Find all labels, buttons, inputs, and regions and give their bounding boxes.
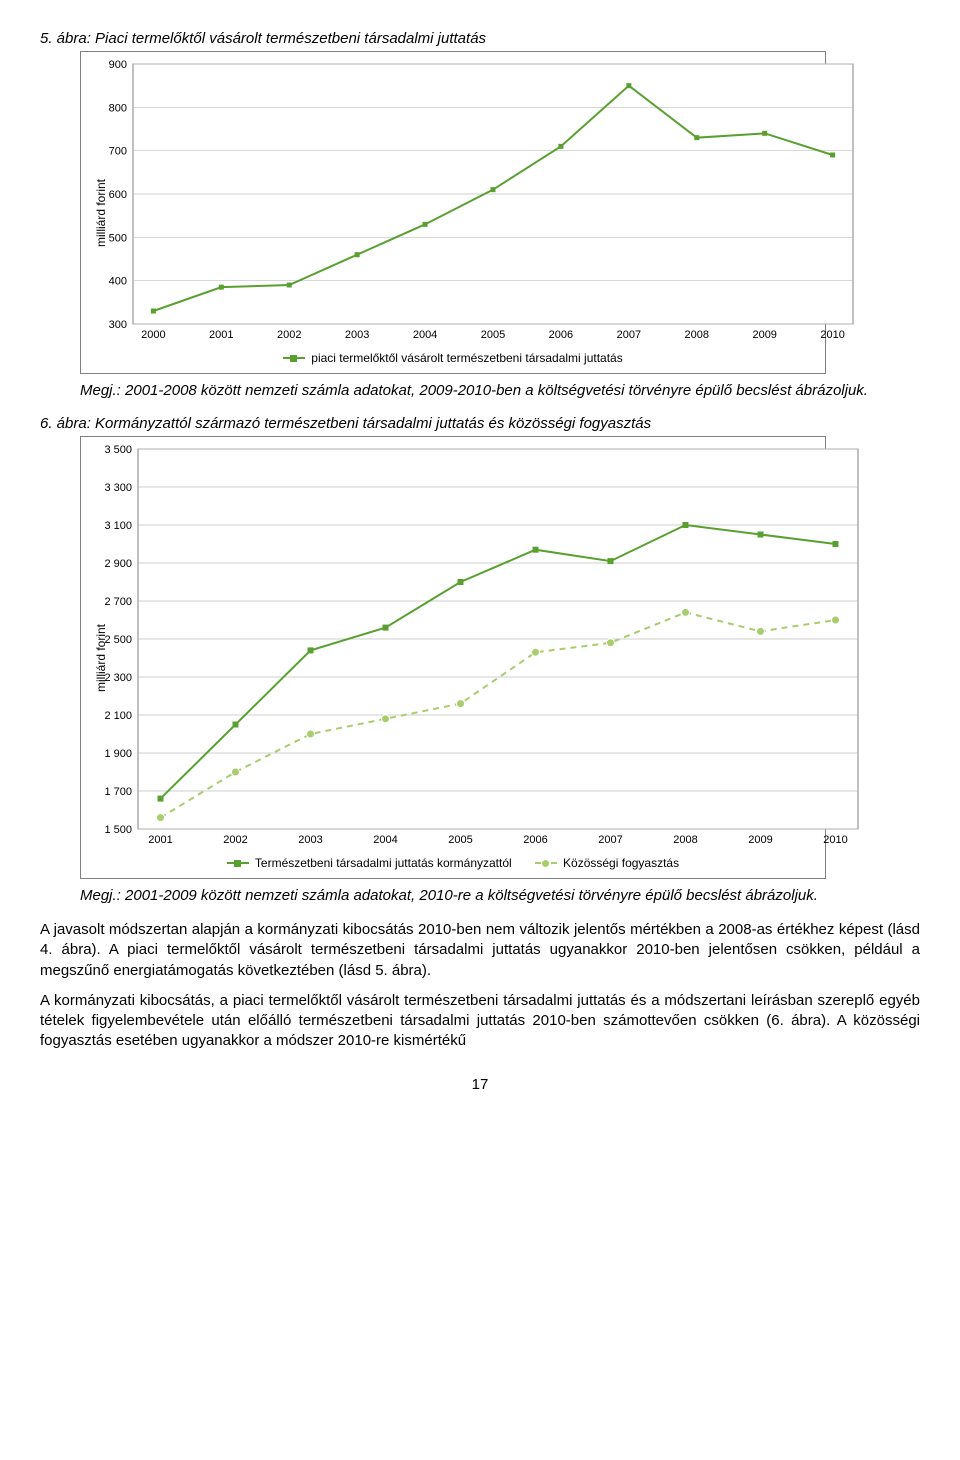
figure6-legend: Természetbeni társadalmi juttatás kormán…: [83, 849, 823, 876]
svg-text:1 700: 1 700: [104, 786, 132, 798]
body-para-2: A kormányzati kibocsátás, a piaci termel…: [40, 991, 920, 1052]
page-number: 17: [40, 1076, 920, 1093]
svg-text:2007: 2007: [617, 329, 641, 341]
figure5-title: 5. ábra: Piaci termelőktől vásárolt term…: [40, 30, 920, 47]
figure6-legend-label-1: Közösségi fogyasztás: [563, 856, 679, 870]
figure5-svg: 300 400 500 600 700 800 900 2000 2001 2002 2003 200…: [83, 54, 863, 344]
svg-text:800: 800: [109, 102, 127, 114]
svg-text:700: 700: [109, 146, 127, 158]
svg-text:3 100: 3 100: [104, 520, 132, 532]
svg-text:3 300: 3 300: [104, 482, 132, 494]
figure6-legend-label-0: Természetbeni társadalmi juttatás kormán…: [255, 856, 512, 870]
svg-text:2004: 2004: [373, 834, 397, 846]
svg-text:2003: 2003: [298, 834, 322, 846]
svg-text:2009: 2009: [752, 329, 776, 341]
svg-text:2010: 2010: [820, 329, 844, 341]
svg-text:2010: 2010: [823, 834, 847, 846]
svg-text:2 500: 2 500: [104, 634, 132, 646]
svg-text:2 300: 2 300: [104, 672, 132, 684]
figure5-legend-label: piaci termelőktől vásárolt természetbeni…: [311, 351, 622, 365]
svg-text:2002: 2002: [277, 329, 301, 341]
svg-text:2006: 2006: [523, 834, 547, 846]
legend-line-icon: [535, 862, 557, 864]
svg-text:400: 400: [109, 276, 127, 288]
svg-text:2004: 2004: [413, 329, 437, 341]
figure6-chart: milliárd forint 1 5001 7001 9002 1002 30…: [80, 436, 826, 879]
svg-text:2001: 2001: [148, 834, 172, 846]
figure5-note: Megj.: 2001-2008 között nemzeti számla a…: [80, 382, 920, 399]
body-para-1: A javasolt módszertan alapján a kormányz…: [40, 920, 920, 981]
svg-text:500: 500: [109, 232, 127, 244]
svg-text:1 500: 1 500: [104, 824, 132, 836]
svg-text:2002: 2002: [223, 834, 247, 846]
figure6-svg: 1 500 1 700 1 900 2 100 2 300 2 500 2 700 2 900…: [83, 439, 868, 849]
svg-text:300: 300: [109, 319, 127, 331]
svg-text:2 700: 2 700: [104, 596, 132, 608]
figure6-note: Megj.: 2001-2009 között nemzeti számla a…: [80, 887, 920, 904]
svg-text:2005: 2005: [481, 329, 505, 341]
svg-text:2007: 2007: [598, 834, 622, 846]
svg-text:1 900: 1 900: [104, 748, 132, 760]
svg-text:600: 600: [109, 189, 127, 201]
svg-text:2 900: 2 900: [104, 558, 132, 570]
legend-line-icon: [227, 862, 249, 864]
svg-text:2000: 2000: [141, 329, 165, 341]
svg-text:2001: 2001: [209, 329, 233, 341]
svg-text:3 500: 3 500: [104, 444, 132, 456]
svg-text:2 100: 2 100: [104, 710, 132, 722]
svg-text:2008: 2008: [673, 834, 697, 846]
svg-text:900: 900: [109, 59, 127, 71]
svg-text:2006: 2006: [549, 329, 573, 341]
figure5-chart: milliárd forint 300400500600700800900200…: [80, 51, 826, 374]
svg-text:2008: 2008: [685, 329, 709, 341]
legend-line-icon: [283, 357, 305, 359]
svg-text:2009: 2009: [748, 834, 772, 846]
svg-text:2003: 2003: [345, 329, 369, 341]
figure5-legend: piaci termelőktől vásárolt természetbeni…: [83, 344, 823, 371]
svg-text:2005: 2005: [448, 834, 472, 846]
figure6-title: 6. ábra: Kormányzattól származó természe…: [40, 415, 920, 432]
